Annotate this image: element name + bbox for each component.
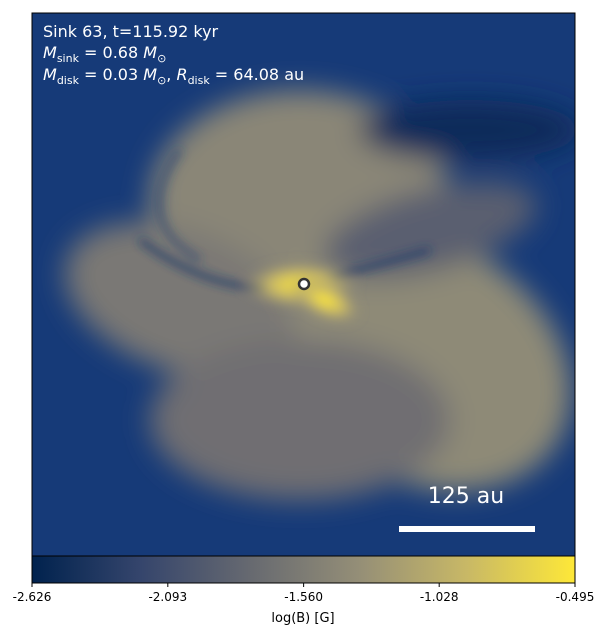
annotation: Msink = 0.68 M⊙	[43, 43, 166, 65]
text: M	[43, 43, 57, 62]
text: M	[143, 43, 157, 62]
text: ,	[166, 65, 176, 84]
text: sink	[57, 52, 80, 65]
tick-label: -1.560	[284, 590, 323, 604]
tick-label: -2.626	[13, 590, 52, 604]
text: ⊙	[157, 52, 166, 65]
map-image	[32, 13, 575, 556]
tick-label: -0.495	[556, 590, 595, 604]
text: disk	[57, 74, 80, 87]
text: R	[176, 65, 187, 84]
colorbar-label: log(B) [G]	[271, 611, 334, 626]
text: M	[143, 65, 157, 84]
text: ⊙	[157, 74, 166, 87]
tick-label: -2.093	[148, 590, 187, 604]
text: = 0.68	[79, 43, 143, 62]
colorbar	[31, 555, 576, 584]
text: = 64.08 au	[210, 65, 304, 84]
scale-bar	[399, 526, 535, 532]
text: = 0.03	[79, 65, 143, 84]
text: disk	[188, 74, 211, 87]
sink	[297, 277, 311, 291]
annotation: Sink 63, t=115.92 kyr	[43, 22, 219, 41]
scale-bar-label: 125 au	[428, 484, 504, 509]
annotation: Mdisk = 0.03 M⊙, Rdisk = 64.08 au	[43, 65, 304, 87]
tick-label: -1.028	[420, 590, 459, 604]
text: M	[43, 65, 57, 84]
